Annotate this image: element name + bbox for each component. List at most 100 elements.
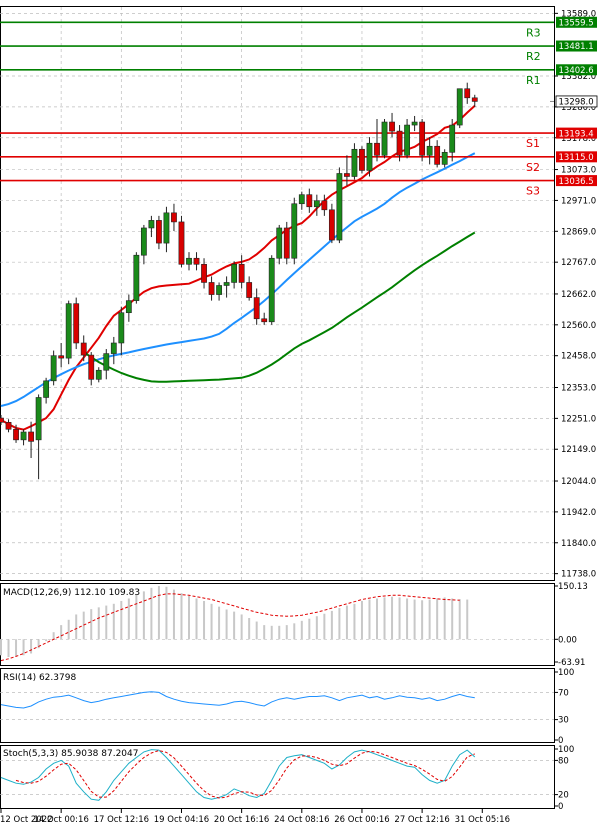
candle-bullish <box>216 285 222 295</box>
rsi-grid <box>0 692 554 720</box>
macd-signal-path <box>0 593 460 662</box>
time-tick-label: 20 Oct 16:16 <box>214 815 269 825</box>
candle-bullish <box>186 257 192 265</box>
level-value-s3: 13036.5 <box>559 177 594 187</box>
level-name-r3: R3 <box>526 26 541 39</box>
price-tick-label: 13382.0 <box>561 72 596 82</box>
level-value-r3: 13559.5 <box>559 18 594 28</box>
level-value-s2: 13115.0 <box>559 153 594 163</box>
level-tag-s3 <box>556 175 597 187</box>
ma-line-1 <box>0 104 476 431</box>
current-price-marker: 13298.0 <box>550 95 598 108</box>
candle-bullish <box>381 121 388 156</box>
candle-bearish <box>328 209 335 241</box>
candle-bearish <box>208 282 215 295</box>
candlesticks <box>0 82 478 480</box>
level-name-r2: R2 <box>526 50 541 63</box>
current-price-value: 13298.0 <box>559 98 594 108</box>
main-panel-frame <box>0 6 555 581</box>
rsi-path <box>0 691 475 709</box>
stoch-tick-label: 0 <box>558 802 563 812</box>
stoch-d-path <box>15 749 475 799</box>
candle-bullish <box>223 282 230 286</box>
time-tick-label: 14 Oct 00:16 <box>33 815 88 825</box>
price-tick-label: 13589.0 <box>561 9 596 19</box>
candle-bearish <box>344 173 350 177</box>
stoch-tick-label: 100 <box>558 745 574 755</box>
candle-bullish <box>118 312 125 344</box>
candle-bearish <box>238 263 245 283</box>
candle-bearish <box>193 257 200 265</box>
candle-bearish <box>80 342 87 356</box>
candle-bullish <box>110 342 117 354</box>
candle-bullish <box>404 124 410 156</box>
price-tick-label: 11840.0 <box>561 539 596 549</box>
candle-bullish <box>441 151 448 165</box>
candle-bullish <box>20 431 27 441</box>
candle-bullish <box>268 257 275 323</box>
candle-bullish <box>291 203 298 259</box>
candle-bullish <box>140 227 147 256</box>
candle-bearish <box>359 148 365 171</box>
rsi-tick-label: 30 <box>558 716 569 726</box>
price-tick-label: 12044.0 <box>561 477 596 487</box>
level-name-s1: S1 <box>526 137 540 150</box>
candle-bearish <box>5 421 12 430</box>
price-tick-label: 13280.0 <box>561 103 596 113</box>
candle-bearish <box>253 297 260 320</box>
candle-bearish <box>201 263 207 283</box>
rsi-label: RSI(14) 62.3798 <box>3 673 76 683</box>
candle-bullish <box>456 88 463 126</box>
price-axis: 13589.0 13382.0 13280.0 13178.0 13073.0 12971… <box>554 9 596 580</box>
level-tag-s2 <box>556 151 597 163</box>
pivot-levels: R3 13559.5 R2 13481.1 R1 13402.6 S1 13193.4 S2 13… <box>0 16 597 198</box>
rsi-panel-frame <box>0 668 555 743</box>
price-tick-label: 11738.0 <box>561 570 596 580</box>
candle-bearish <box>13 428 19 441</box>
macd-label: MACD(12,26,9) 112.10 109.83 <box>3 588 140 598</box>
ma-line-3 <box>83 231 476 383</box>
price-tick-label: 12560.0 <box>561 321 596 331</box>
candle-bullish <box>50 355 57 382</box>
price-tick-label: 12149.0 <box>561 445 596 455</box>
candle-bearish <box>419 121 426 156</box>
stoch-panel-frame <box>0 745 555 809</box>
macd-histogram <box>0 586 469 658</box>
main-price-panel: 13589.0 13382.0 13280.0 13178.0 13073.0 12971… <box>0 6 598 581</box>
candle-bearish <box>156 220 162 244</box>
rsi-tick-label: 0 <box>558 736 563 746</box>
time-tick-label: 27 Oct 12:16 <box>394 815 449 825</box>
candle-bearish <box>306 194 313 208</box>
macd-tick-label: 150.13 <box>558 582 588 592</box>
candle-bullish <box>298 194 305 205</box>
stoch-tick-label: 80 <box>558 756 569 766</box>
candle-bearish <box>58 355 65 359</box>
candle-bullish <box>65 303 72 359</box>
level-tag-r1 <box>556 64 597 76</box>
level-tag-r3 <box>556 16 597 28</box>
level-tag-s1 <box>556 127 597 139</box>
macd-panel-frame <box>0 583 555 666</box>
price-tick-label: 12458.0 <box>561 352 596 362</box>
level-value-r1: 13402.6 <box>559 66 594 76</box>
level-name-s2: S2 <box>526 161 540 174</box>
candle-bearish <box>471 97 478 102</box>
candle-bullish <box>148 220 155 229</box>
candle-bullish <box>411 121 418 126</box>
price-tick-label: 11942.0 <box>561 508 596 518</box>
candle-bullish <box>313 200 320 208</box>
price-tick-label: 12869.0 <box>561 227 596 237</box>
candle-bearish <box>171 212 177 223</box>
candle-bullish <box>163 212 170 244</box>
time-tick-label: 24 Oct 08:16 <box>274 815 329 825</box>
rsi-axis: 100 70 30 0 <box>554 668 574 746</box>
macd-tick-label: 0.00 <box>558 635 577 645</box>
rsi-panel: 100 70 30 0 RSI(14) 62.3798 <box>0 668 574 746</box>
time-tick-label: 31 Oct 05:16 <box>455 815 510 825</box>
candle-bullish <box>426 145 433 156</box>
macd-tick-label: -63.91 <box>558 658 585 668</box>
